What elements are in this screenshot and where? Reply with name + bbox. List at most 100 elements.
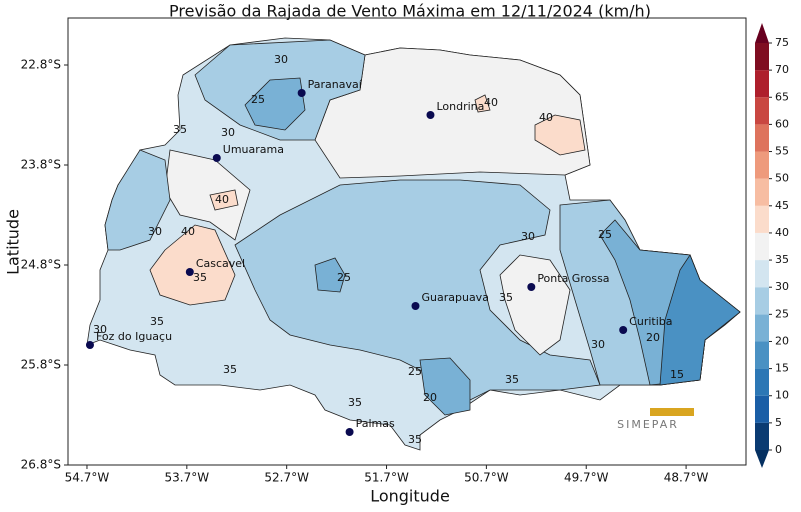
city-label: Guarapuava	[421, 291, 488, 304]
contour-label: 15	[670, 368, 684, 381]
region	[314, 257, 346, 293]
city-marker	[426, 111, 435, 119]
colorbar-bin	[755, 395, 769, 423]
colorbar-tick-label: 0	[775, 443, 782, 456]
colorbar-tick-label: 65	[775, 90, 789, 103]
city-marker	[345, 428, 354, 436]
colorbar-bin	[755, 97, 769, 125]
y-axis-label: Latitude	[4, 209, 23, 275]
contour-label: 30	[148, 225, 162, 238]
city-label: Londrina	[436, 100, 484, 113]
colorbar-tick-label: 45	[775, 199, 789, 212]
city-marker	[619, 326, 628, 334]
logo-bar	[650, 408, 694, 416]
region	[659, 254, 741, 386]
region	[209, 189, 239, 211]
colorbar-extend	[755, 450, 769, 468]
y-tick-label: 24.8°S	[21, 258, 61, 272]
region	[419, 357, 471, 416]
plot-frame	[67, 17, 747, 466]
contour-label: 30	[521, 230, 535, 243]
x-tick-label: 52.7°W	[264, 471, 309, 485]
logo: SIMEPAR	[617, 408, 694, 431]
colorbar-tick-label: 25	[775, 307, 789, 320]
colorbar-bin	[755, 151, 769, 179]
logo-text: SIMEPAR	[617, 418, 679, 431]
contour-label: 35	[150, 315, 164, 328]
contour-label: 30	[221, 126, 235, 139]
colorbar-bin	[755, 178, 769, 206]
contour-label: 35	[505, 373, 519, 386]
region	[499, 254, 571, 356]
city-label: Cascavel	[196, 257, 245, 270]
x-tick-label: 49.7°W	[564, 471, 609, 485]
y-tick-label: 25.8°S	[21, 358, 61, 372]
x-tick-label: 48.7°W	[664, 471, 709, 485]
city-label: Ponta Grossa	[537, 272, 609, 285]
region	[474, 94, 491, 113]
colorbar-bin	[755, 341, 769, 369]
y-tick-label: 22.8°S	[21, 58, 61, 72]
colorbar-tick-label: 50	[775, 172, 789, 185]
colorbar-bin	[755, 260, 769, 288]
city-marker	[212, 154, 221, 162]
colorbar-tick-label: 40	[775, 226, 789, 239]
x-axis-label: Longitude	[370, 487, 450, 506]
city-label: Umuarama	[223, 143, 284, 156]
colorbar-bin	[755, 70, 769, 98]
colorbar-bin	[755, 422, 769, 450]
colorbar-tick-label: 30	[775, 280, 789, 293]
colorbar-tick-label: 20	[775, 334, 789, 347]
region	[534, 114, 586, 156]
contour-label: 40	[181, 225, 195, 238]
colorbar-tick-label: 55	[775, 145, 789, 158]
city-marker	[185, 268, 194, 276]
colorbar-bin	[755, 232, 769, 261]
city-label: Palmas	[356, 417, 395, 430]
city-marker	[297, 89, 306, 97]
map	[86, 37, 741, 451]
y-tick-label: 23.8°S	[21, 158, 61, 172]
contour-label: 35	[173, 123, 187, 136]
contour-label: 25	[598, 228, 612, 241]
chart-title: Previsão da Rajada de Vento Máxima em 12…	[169, 2, 651, 21]
city-marker	[411, 302, 420, 310]
contour-label: 25	[337, 271, 351, 284]
contour-label: 35	[499, 291, 513, 304]
contour-label: 30	[93, 323, 107, 336]
city-marker	[527, 283, 536, 291]
region	[149, 224, 236, 306]
colorbar-tick-label: 75	[775, 36, 789, 49]
contour-label: 35	[348, 396, 362, 409]
colorbar-tick-label: 5	[775, 416, 782, 429]
colorbar-bin	[755, 205, 769, 233]
colorbar-tick-label: 10	[775, 389, 789, 402]
colorbar-bin	[755, 287, 769, 315]
contour-label: 40	[539, 111, 553, 124]
colorbar-tick-label: 15	[775, 362, 789, 375]
city-label: Paranavaí	[308, 78, 363, 91]
colorbar-tick-label: 60	[775, 117, 789, 130]
contour-label: 35	[408, 433, 422, 446]
contour-label: 20	[646, 331, 660, 344]
x-tick-label: 53.7°W	[165, 471, 210, 485]
region	[104, 149, 171, 251]
colorbar-bin	[755, 43, 769, 71]
colorbar-tick-label: 70	[775, 63, 789, 76]
contour-label: 30	[274, 53, 288, 66]
contour-label: 20	[423, 391, 437, 404]
region	[244, 77, 306, 131]
colorbar-bin	[755, 368, 769, 396]
contour-label: 40	[215, 193, 229, 206]
city-marker	[85, 341, 94, 349]
region	[234, 179, 601, 406]
contour-label: 30	[591, 338, 605, 351]
colorbar-bin	[755, 124, 769, 152]
contour-label: 40	[484, 96, 498, 109]
contour-label: 25	[251, 93, 265, 106]
y-tick-label: 26.8°S	[21, 458, 61, 472]
contour-label: 35	[223, 363, 237, 376]
contour-label: 25	[408, 365, 422, 378]
city-label: Foz do Iguaçu	[96, 330, 172, 343]
